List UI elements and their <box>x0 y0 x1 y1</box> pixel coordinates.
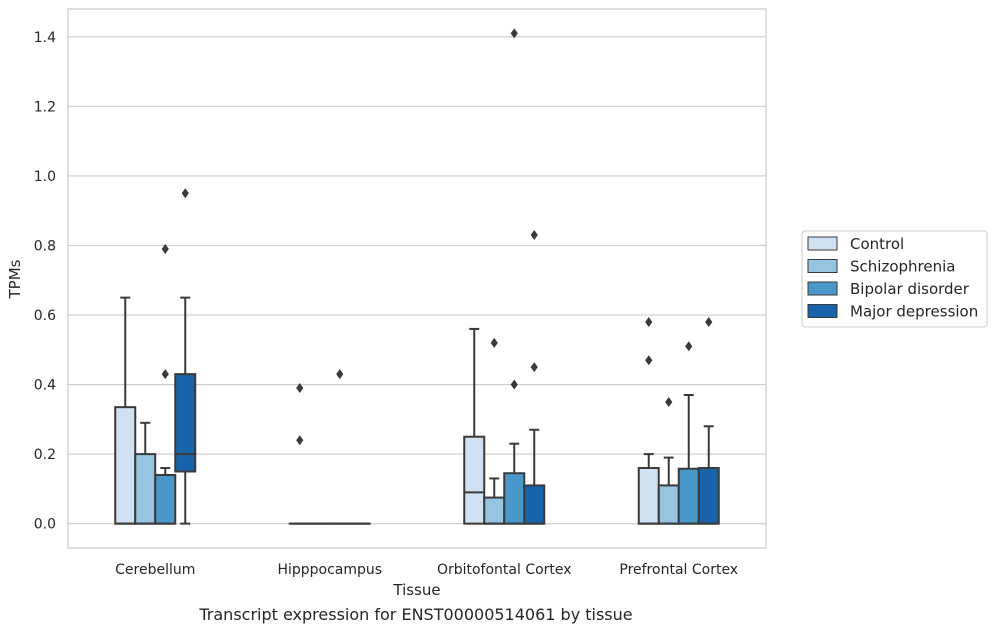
box-iqr <box>503 472 526 525</box>
y-tick-label: 1.4 <box>34 30 56 46</box>
x-tick-labels: Cerebellum Hipppocampus Orbitofontal Corte… <box>115 562 738 578</box>
legend-swatch <box>807 259 838 273</box>
outlier-point <box>296 435 304 446</box>
box-iqr <box>174 373 197 473</box>
outlier-point <box>705 316 713 327</box>
y-tick-labels: 0.0 0.2 0.4 0.6 0.8 1.0 1.2 1.4 <box>34 30 56 533</box>
outlier-point <box>645 355 653 366</box>
y-tick-label: 0.4 <box>34 378 56 394</box>
box-group <box>463 327 486 525</box>
outlier-point <box>530 230 538 241</box>
outlier-point <box>336 369 344 380</box>
y-axis-label: TPMs <box>6 259 24 299</box>
legend-label: Major depression <box>850 303 978 321</box>
x-tick-label: Prefrontal Cortex <box>619 562 738 578</box>
outlier-point <box>490 337 498 348</box>
x-tick-label: Orbitofontal Cortex <box>437 562 572 578</box>
legend-swatch <box>807 281 838 296</box>
box-iqr <box>483 496 506 525</box>
legend: Control Schizophrenia Bipolar disorder Majo… <box>801 230 988 328</box>
plot-frame <box>67 8 767 549</box>
outlier-point <box>530 362 538 373</box>
box-group <box>483 337 506 525</box>
box-iqr <box>134 453 157 525</box>
y-tick-label: 1.0 <box>34 169 56 185</box>
y-tick-label: 0.6 <box>34 308 56 324</box>
y-tick-label: 1.2 <box>34 99 56 115</box>
box-group <box>657 396 680 525</box>
x-tick-label: Hipppocampus <box>277 562 382 578</box>
outlier-point <box>510 28 518 39</box>
outlier-point <box>645 316 653 327</box>
box-group <box>697 316 720 525</box>
box-series <box>114 28 720 525</box>
outlier-point <box>296 383 304 394</box>
figure-caption: Transcript expression for ENST0000051406… <box>199 605 633 624</box>
legend-swatch <box>807 236 838 251</box>
box-group <box>677 341 700 525</box>
box-iqr <box>463 435 486 525</box>
legend-label: Bipolar disorder <box>850 280 970 298</box>
box-iqr <box>523 484 546 525</box>
y-tick-label: 0.2 <box>34 447 56 463</box>
box-iqr <box>637 467 660 525</box>
y-tick-label: 0.0 <box>34 517 56 533</box>
outlier-point <box>665 396 673 407</box>
outlier-point <box>181 188 189 199</box>
box-iqr <box>677 467 700 525</box>
outlier-point <box>685 341 693 352</box>
outlier-point <box>161 243 169 254</box>
box-group <box>328 369 351 525</box>
x-tick-label: Cerebellum <box>115 562 195 578</box>
box-group <box>523 230 546 525</box>
box-group <box>114 296 137 525</box>
legend-label: Schizophrenia <box>850 258 955 276</box>
legend-swatch <box>807 304 838 318</box>
box-iqr <box>154 473 177 525</box>
legend-frame <box>801 230 988 328</box>
box-iqr <box>657 484 680 525</box>
legend-label: Control <box>850 235 904 253</box>
box-group <box>154 243 177 525</box>
plot-background <box>68 9 766 548</box>
box-group <box>174 188 197 525</box>
x-axis-label: Tissue <box>392 581 440 599</box>
box-iqr <box>697 467 720 525</box>
outlier-point <box>510 379 518 390</box>
y-tick-label: 0.8 <box>34 238 56 254</box>
outlier-point <box>161 369 169 380</box>
box-iqr <box>114 406 137 525</box>
